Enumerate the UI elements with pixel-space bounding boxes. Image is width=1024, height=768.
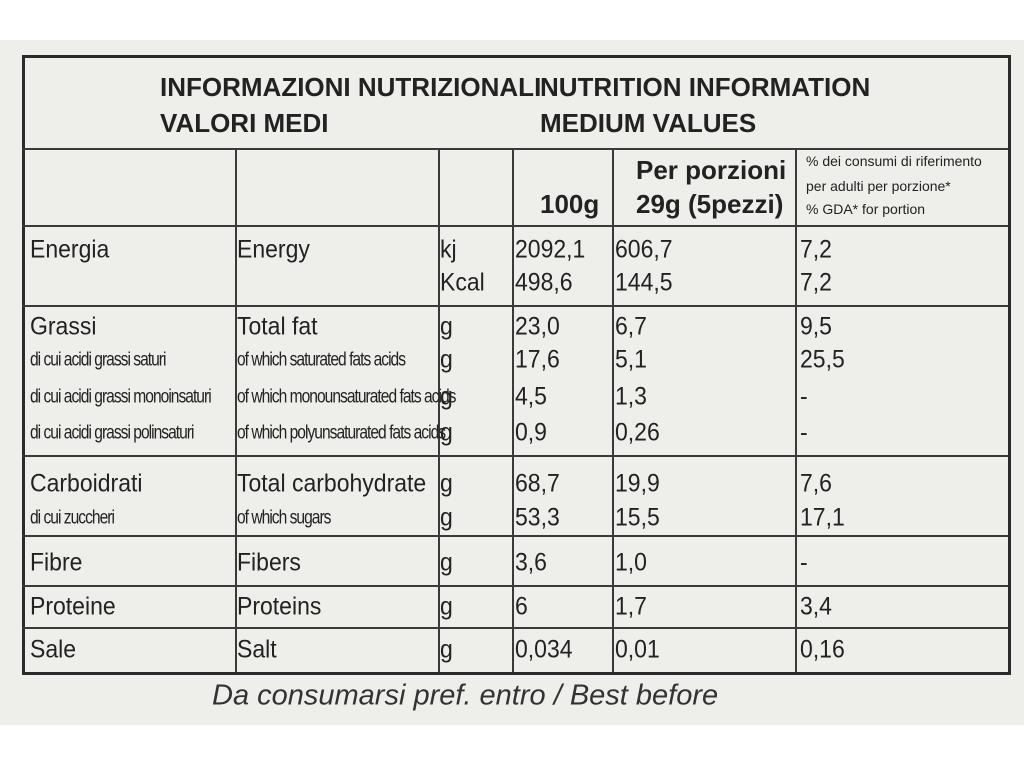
name-it: Grassi <box>30 312 97 341</box>
footer: Da consumarsi pref. entro / Best before <box>212 679 719 712</box>
value-portion: 19,9 <box>615 469 660 498</box>
value-portion: 1,0 <box>615 548 647 577</box>
col-rule <box>512 148 514 672</box>
value-100g: 17,6 <box>515 345 560 374</box>
value-gda: 3,4 <box>800 592 832 621</box>
subtitle-en: MEDIUM VALUES <box>540 108 757 138</box>
name-en: Salt <box>237 635 277 664</box>
row-rule <box>22 585 1008 587</box>
unit: kj <box>440 235 457 264</box>
name-en: Total carbohydrate <box>237 469 427 498</box>
name-en: of which polyunsaturated fats acids <box>237 422 446 444</box>
name-it: Fibre <box>30 548 83 577</box>
unit: g <box>440 382 453 411</box>
name-en: of which sugars <box>237 507 331 529</box>
row-rule <box>22 148 1008 150</box>
value-gda: 17,1 <box>800 503 845 532</box>
unit: g <box>440 312 453 341</box>
name-en: of which monounsaturated fats acids <box>237 386 456 408</box>
value-portion: 6,7 <box>615 312 647 341</box>
col-portion: Per porzioni <box>636 155 787 185</box>
value-gda: 9,5 <box>800 312 832 341</box>
col-rule <box>612 148 614 672</box>
unit: g <box>440 418 453 447</box>
value-100g: 2092,1 <box>515 235 586 264</box>
value-gda: - <box>800 418 808 447</box>
unit: g <box>440 469 453 498</box>
name-it: Energia <box>30 235 110 264</box>
name-en: Fibers <box>237 548 301 577</box>
name-it: di cui acidi grassi saturi <box>30 349 166 371</box>
unit: g <box>440 345 453 374</box>
value-gda: 0,16 <box>800 635 845 664</box>
name-en: of which saturated fats acids <box>237 349 406 371</box>
title-it: INFORMAZIONI NUTRIZIONALI <box>160 72 542 102</box>
row-rule <box>22 305 1008 307</box>
value-gda: 7,2 <box>800 235 832 264</box>
value-100g: 53,3 <box>515 503 560 532</box>
value-100g: 23,0 <box>515 312 560 341</box>
name-it: Carboidrati <box>30 469 143 498</box>
value-100g: 3,6 <box>515 548 547 577</box>
value-100g: 4,5 <box>515 382 547 411</box>
name-it: di cui zuccheri <box>30 507 115 529</box>
value-portion: 1,3 <box>615 382 647 411</box>
value-portion: 0,26 <box>615 418 660 447</box>
col-gda: % dei consumi di riferimento <box>806 153 982 169</box>
name-it: di cui acidi grassi polinsaturi <box>30 422 194 444</box>
col-gda: per adulti per porzione* <box>806 178 951 194</box>
col-gda: % GDA* for portion <box>806 201 926 217</box>
row-rule <box>22 455 1008 457</box>
unit: g <box>440 635 453 664</box>
value-portion: 606,7 <box>615 235 673 264</box>
col-rule <box>795 148 797 672</box>
col-portion: 29g (5pezzi) <box>636 189 784 219</box>
name-en: Energy <box>237 235 310 264</box>
name-en: Total fat <box>237 312 318 341</box>
value-portion: 1,7 <box>615 592 647 621</box>
value-100g: 68,7 <box>515 469 560 498</box>
table-frame <box>22 55 1011 675</box>
value-portion: 144,5 <box>615 268 673 297</box>
value-portion: 5,1 <box>615 345 647 374</box>
value-100g: 6 <box>515 592 528 621</box>
name-en: Proteins <box>237 592 322 621</box>
row-rule <box>22 535 1008 537</box>
name-it: Proteine <box>30 592 116 621</box>
value-100g: 0,9 <box>515 418 547 447</box>
unit: g <box>440 592 453 621</box>
col-rule <box>235 148 237 672</box>
unit: g <box>440 548 453 577</box>
row-rule <box>22 225 1008 227</box>
unit: g <box>440 503 453 532</box>
col-rule <box>438 148 440 672</box>
value-gda: - <box>800 382 808 411</box>
value-gda: - <box>800 548 808 577</box>
name-it: Sale <box>30 635 77 664</box>
value-gda: 25,5 <box>800 345 845 374</box>
value-100g: 498,6 <box>515 268 573 297</box>
subtitle-it: VALORI MEDI <box>160 108 329 138</box>
row-rule <box>22 627 1008 629</box>
value-gda: 7,6 <box>800 469 832 498</box>
value-portion: 0,01 <box>615 635 660 664</box>
col-100g: 100g <box>540 189 600 219</box>
value-gda: 7,2 <box>800 268 832 297</box>
name-it: di cui acidi grassi monoinsaturi <box>30 386 212 408</box>
value-100g: 0,034 <box>515 635 573 664</box>
title-en: NUTRITION INFORMATION <box>540 72 871 102</box>
unit: Kcal <box>440 268 485 297</box>
value-portion: 15,5 <box>615 503 660 532</box>
